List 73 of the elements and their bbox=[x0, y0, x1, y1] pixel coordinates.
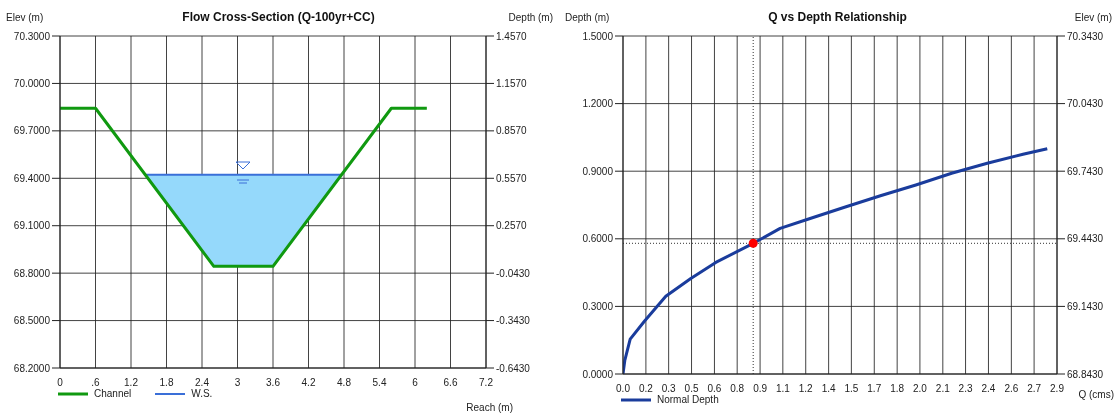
x-tick-label: 1.1 bbox=[775, 383, 791, 394]
x-tick-label: 0.9 bbox=[753, 383, 768, 394]
x-tick-label: 2.6 bbox=[1004, 383, 1019, 394]
x-tick-label: 4.8 bbox=[337, 377, 352, 388]
y-tick-label: 70.0000 bbox=[13, 77, 51, 89]
x-tick-label: 1.4 bbox=[821, 383, 837, 394]
x-tick-label: 5.4 bbox=[372, 377, 387, 388]
y2-tick-label: -0.6430 bbox=[496, 362, 531, 374]
x-tick-label: 2.0 bbox=[912, 383, 928, 394]
y-tick-label: 68.2000 bbox=[13, 362, 51, 374]
x-tick-label: 0.6 bbox=[707, 383, 722, 394]
x-tick-label: 0.2 bbox=[638, 383, 654, 394]
y-tick-label: 68.5000 bbox=[13, 315, 51, 327]
y-tick-label: 0.6000 bbox=[582, 233, 614, 245]
x-axis-title: Reach (m) bbox=[466, 402, 513, 413]
y2-tick-label: -0.0430 bbox=[496, 267, 531, 279]
x-tick-label: 2.3 bbox=[958, 383, 973, 394]
x-tick-label: 2.4 bbox=[195, 377, 210, 388]
y-tick-label: 69.4000 bbox=[13, 172, 51, 184]
y2-tick-label: -0.3430 bbox=[496, 315, 531, 327]
y2-tick-label: 0.2570 bbox=[496, 220, 528, 232]
y-axis-title: Depth (m) bbox=[565, 12, 610, 23]
y-tick-label: 70.3000 bbox=[13, 30, 51, 42]
y2-tick-label: 70.0430 bbox=[1067, 98, 1104, 110]
legend-label: Normal Depth bbox=[657, 394, 719, 405]
y-tick-label: 69.1000 bbox=[13, 220, 51, 232]
x-tick-label: 1.2 bbox=[798, 383, 814, 394]
y-tick-label: 69.7000 bbox=[13, 125, 51, 137]
y-tick-label: 1.5000 bbox=[582, 30, 614, 42]
y-tick-label: 68.8000 bbox=[13, 267, 51, 279]
legend-label: Channel bbox=[94, 388, 132, 399]
x-tick-label: 3 bbox=[234, 377, 241, 388]
y2-tick-label: 69.4430 bbox=[1067, 233, 1104, 245]
y-tick-label: 0.0000 bbox=[582, 368, 614, 380]
x-tick-label: 3.6 bbox=[266, 377, 281, 388]
y2-tick-label: 68.8430 bbox=[1067, 368, 1104, 380]
y2-axis-title: Elev (m) bbox=[1074, 12, 1112, 23]
x-tick-label: 2.7 bbox=[1027, 383, 1042, 394]
chart-title: Q vs Depth Relationship bbox=[768, 10, 907, 24]
x-tick-label: 6 bbox=[412, 377, 419, 388]
y2-tick-label: 1.4570 bbox=[496, 30, 528, 42]
chart-title: Flow Cross-Section (Q-100yr+CC) bbox=[182, 10, 375, 24]
x-tick-label: 1.5 bbox=[844, 383, 859, 394]
y2-tick-label: 70.3430 bbox=[1067, 30, 1104, 42]
y-axis-title: Elev (m) bbox=[6, 12, 44, 23]
y2-tick-label: 69.7430 bbox=[1067, 165, 1104, 177]
x-tick-label: 0 bbox=[57, 377, 64, 388]
x-tick-label: 0.0 bbox=[616, 383, 631, 394]
x-tick-label: 6.6 bbox=[443, 377, 458, 388]
x-tick-label: 1.8 bbox=[159, 377, 174, 388]
x-tick-label: 7.2 bbox=[479, 377, 494, 388]
x-tick-label: 2.1 bbox=[935, 383, 951, 394]
y2-tick-label: 0.5570 bbox=[496, 172, 528, 184]
y2-tick-label: 0.8570 bbox=[496, 125, 528, 137]
y2-tick-label: 69.1430 bbox=[1067, 300, 1104, 312]
x-tick-label: 0.8 bbox=[730, 383, 745, 394]
line-series bbox=[623, 147, 1049, 374]
x-tick-label: 4.2 bbox=[301, 377, 316, 388]
legend-label: W.S. bbox=[191, 388, 213, 399]
x-tick-label: 0.5 bbox=[684, 383, 699, 394]
y2-tick-label: 1.1570 bbox=[496, 77, 528, 89]
x-tick-label: 1.8 bbox=[890, 383, 905, 394]
y2-axis-title: Depth (m) bbox=[508, 12, 553, 23]
y-tick-label: 0.3000 bbox=[582, 300, 614, 312]
x-tick-label: 1.2 bbox=[124, 377, 139, 388]
y-tick-label: 0.9000 bbox=[582, 165, 614, 177]
x-tick-label: 2.4 bbox=[981, 383, 996, 394]
x-tick-label: 0.3 bbox=[661, 383, 677, 394]
x-tick-label: 2.9 bbox=[1050, 383, 1065, 394]
y-tick-label: 1.2000 bbox=[582, 98, 614, 110]
x-tick-label: .6 bbox=[91, 377, 101, 388]
x-tick-label: 1.7 bbox=[867, 383, 882, 394]
x-axis-title: Q (cms) bbox=[1078, 389, 1114, 400]
